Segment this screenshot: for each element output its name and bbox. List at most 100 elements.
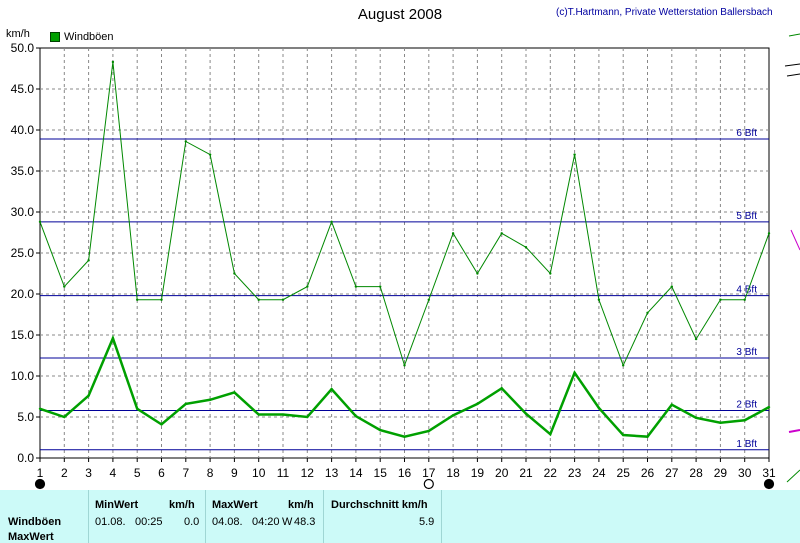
data-point	[160, 298, 163, 301]
max-direction: W	[282, 516, 293, 528]
y-tick-label: 20.0	[11, 287, 35, 301]
y-tick-label: 5.0	[17, 410, 34, 424]
avg-value: 5.9	[419, 516, 435, 528]
data-point	[403, 364, 406, 367]
x-tick-label: 27	[665, 466, 679, 480]
y-tick-label: 35.0	[11, 164, 35, 178]
data-point	[208, 153, 212, 156]
panel-divider	[441, 490, 442, 543]
data-point	[354, 414, 358, 418]
data-point	[330, 387, 333, 391]
data-point	[257, 413, 260, 416]
data-point	[233, 272, 236, 275]
x-tick-label: 11	[277, 466, 290, 480]
beaufort-label: 2 Bft	[736, 399, 757, 410]
x-tick-label: 14	[349, 466, 363, 480]
data-point	[670, 403, 673, 406]
data-point	[427, 429, 430, 433]
data-point	[306, 285, 309, 288]
x-tick-label: 23	[568, 466, 582, 480]
legend: Windböen	[50, 31, 114, 43]
data-point	[597, 406, 601, 410]
data-point	[111, 337, 115, 340]
x-tick-label: 17	[422, 466, 436, 480]
x-tick-label: 26	[641, 466, 655, 480]
data-point	[719, 298, 722, 301]
min-unit: km/h	[169, 499, 195, 511]
x-tick-label: 12	[301, 466, 315, 480]
x-tick-label: 8	[207, 466, 214, 480]
data-point	[257, 298, 260, 301]
data-point	[451, 414, 455, 417]
data-point	[597, 298, 601, 301]
chart-title: August 2008	[357, 6, 443, 23]
x-tick-label: 3	[85, 466, 92, 480]
max-time: 04:20	[252, 516, 280, 528]
x-tick-label: 7	[182, 466, 189, 480]
max-column: MaxWert km/h 04.08. 04:20 W 48.3	[205, 490, 324, 543]
data-point	[767, 232, 771, 235]
x-tick-label: 22	[544, 466, 558, 480]
x-tick-label: 24	[592, 466, 606, 480]
avg-column: Durchschnitt km/h 5.9	[323, 490, 442, 543]
max-unit: km/h	[288, 499, 314, 511]
x-tick-label: 18	[446, 466, 460, 480]
min-time: 00:25	[135, 516, 163, 528]
data-point	[646, 311, 649, 315]
data-point	[500, 232, 503, 235]
beaufort-label: 4 Bft	[736, 285, 757, 296]
new-moon-icon	[763, 478, 775, 490]
x-tick-label: 31	[762, 466, 776, 480]
data-point	[694, 337, 698, 341]
data-point	[427, 298, 430, 301]
beaufort-label: 3 Bft	[736, 347, 757, 358]
x-tick-label: 19	[471, 466, 485, 480]
data-point	[524, 412, 528, 415]
min-value: 0.0	[184, 516, 200, 528]
y-tick-label: 10.0	[11, 369, 35, 383]
x-tick-label: 20	[495, 466, 509, 480]
data-point	[87, 394, 90, 397]
data-point	[136, 298, 139, 301]
data-point	[38, 407, 42, 410]
row-label-maxwert: MaxWert	[8, 531, 54, 543]
beaufort-label: 6 Bft	[736, 128, 757, 139]
x-tick-label: 16	[398, 466, 412, 480]
data-point	[670, 285, 673, 288]
data-point	[622, 364, 625, 367]
data-point	[549, 272, 552, 275]
y-tick-label: 25.0	[11, 246, 35, 260]
legend-swatch	[50, 32, 60, 42]
data-point	[379, 428, 382, 432]
data-point	[646, 435, 649, 438]
data-point	[573, 371, 576, 374]
min-date: 01.08.	[95, 516, 126, 528]
side-panel-edge	[784, 33, 800, 483]
data-point	[549, 433, 552, 436]
new-moon-icon	[34, 478, 46, 490]
data-point	[379, 285, 382, 288]
data-point	[524, 246, 528, 249]
y-tick-label: 50.0	[11, 41, 35, 55]
beaufort-label: 5 Bft	[736, 211, 757, 222]
data-point	[63, 285, 66, 288]
data-point	[136, 407, 139, 410]
x-tick-label: 25	[617, 466, 631, 480]
y-tick-label: 30.0	[11, 205, 35, 219]
y-tick-label: 45.0	[11, 82, 35, 96]
data-point	[403, 435, 406, 438]
data-point	[451, 232, 455, 235]
x-tick-label: 13	[325, 466, 339, 480]
avg-header: Durchschnitt km/h	[331, 499, 428, 511]
data-point	[184, 140, 187, 143]
data-point	[111, 60, 115, 64]
data-point	[306, 415, 309, 419]
copyright-notice: (c)T.Hartmann, Private Wetterstation Bal…	[556, 7, 773, 18]
data-point	[330, 220, 333, 224]
y-tick-label: 15.0	[11, 328, 35, 342]
row-label-windboeen: Windböen	[8, 516, 62, 528]
data-point	[281, 298, 285, 301]
data-point	[160, 423, 163, 426]
x-tick-label: 9	[231, 466, 238, 480]
data-point	[500, 387, 503, 390]
